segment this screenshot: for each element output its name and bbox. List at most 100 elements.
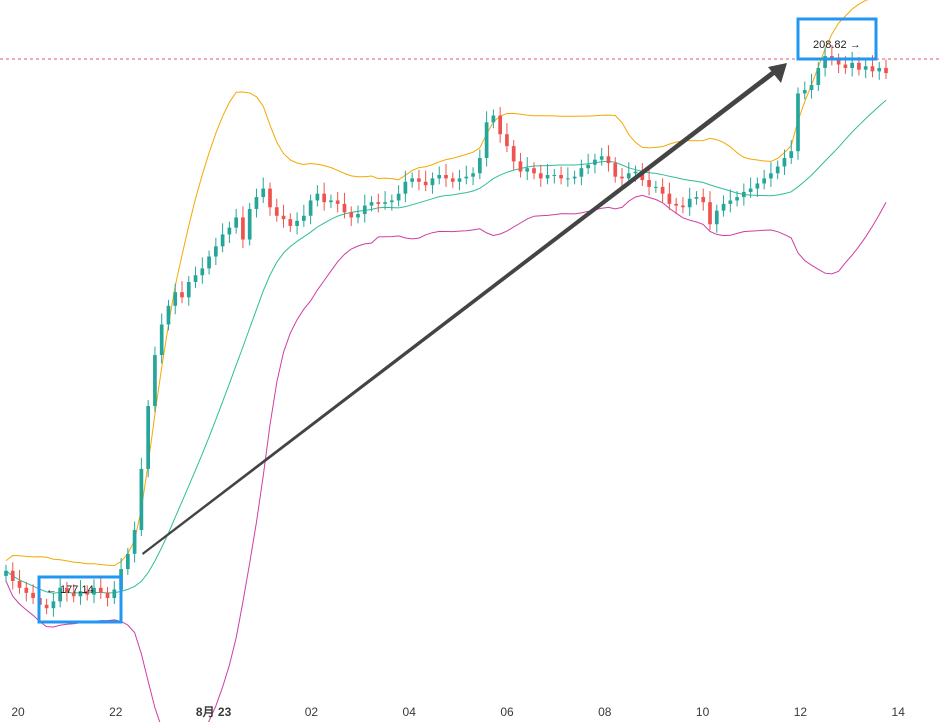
candle[interactable] xyxy=(105,586,110,607)
candle[interactable] xyxy=(186,276,191,306)
candle[interactable] xyxy=(735,191,739,207)
candle[interactable] xyxy=(714,204,719,233)
candle[interactable] xyxy=(505,123,509,153)
candle[interactable] xyxy=(728,189,733,213)
candle[interactable] xyxy=(193,266,198,288)
candle[interactable] xyxy=(369,196,374,212)
candle[interactable] xyxy=(166,299,171,331)
candle[interactable] xyxy=(58,576,63,608)
candle[interactable] xyxy=(579,159,584,186)
candle[interactable] xyxy=(877,62,882,80)
candle[interactable] xyxy=(220,223,225,253)
candle[interactable] xyxy=(599,147,604,166)
candle[interactable] xyxy=(620,168,624,187)
candle[interactable] xyxy=(17,569,22,594)
candle[interactable] xyxy=(241,206,245,249)
candle[interactable] xyxy=(288,213,293,232)
candle[interactable] xyxy=(85,585,90,601)
candle[interactable] xyxy=(687,187,692,216)
candle[interactable] xyxy=(775,160,780,180)
candle[interactable] xyxy=(674,197,679,215)
candle[interactable] xyxy=(98,576,103,599)
candle[interactable] xyxy=(755,177,760,198)
candle[interactable] xyxy=(247,203,252,246)
candle[interactable] xyxy=(10,562,15,590)
candle[interactable] xyxy=(653,180,658,193)
candle[interactable] xyxy=(362,194,367,223)
candle[interactable] xyxy=(681,197,685,214)
candle[interactable] xyxy=(227,221,232,243)
candle[interactable] xyxy=(315,185,320,207)
candle[interactable] xyxy=(708,191,712,231)
candle[interactable] xyxy=(329,194,333,209)
candle[interactable] xyxy=(295,212,299,235)
candle[interactable] xyxy=(769,162,773,187)
candle[interactable] xyxy=(525,157,530,181)
candle[interactable] xyxy=(132,521,137,563)
candle[interactable] xyxy=(701,188,706,211)
candle[interactable] xyxy=(593,153,597,174)
candle[interactable] xyxy=(748,177,753,198)
candle[interactable] xyxy=(376,193,381,213)
candle[interactable] xyxy=(789,140,794,164)
candle[interactable] xyxy=(802,81,807,100)
candle[interactable] xyxy=(518,152,523,178)
candle[interactable] xyxy=(660,178,665,203)
candle[interactable] xyxy=(667,182,672,210)
candle[interactable] xyxy=(322,182,327,211)
candle[interactable] xyxy=(125,547,130,576)
candle[interactable] xyxy=(796,87,800,160)
candle[interactable] xyxy=(423,170,428,192)
candle[interactable] xyxy=(213,237,218,266)
candle[interactable] xyxy=(31,584,35,604)
candle[interactable] xyxy=(498,107,503,143)
candle[interactable] xyxy=(301,204,306,227)
candle[interactable] xyxy=(274,198,279,222)
candlesticks[interactable] xyxy=(4,45,888,617)
candle[interactable] xyxy=(836,53,841,74)
candle[interactable] xyxy=(200,257,205,284)
candle[interactable] xyxy=(565,167,570,187)
candle[interactable] xyxy=(139,457,144,536)
candle[interactable] xyxy=(335,191,340,213)
candle[interactable] xyxy=(254,188,259,218)
candle[interactable] xyxy=(268,182,272,216)
candle[interactable] xyxy=(444,163,448,187)
candle[interactable] xyxy=(721,195,726,217)
candle[interactable] xyxy=(349,206,354,226)
candle[interactable] xyxy=(471,167,475,186)
candle[interactable] xyxy=(484,111,489,167)
candle[interactable] xyxy=(146,400,151,478)
candle[interactable] xyxy=(477,149,482,180)
candle[interactable] xyxy=(4,564,8,582)
candle[interactable] xyxy=(606,145,611,172)
candle[interactable] xyxy=(308,194,313,225)
candle[interactable] xyxy=(884,59,888,79)
candle[interactable] xyxy=(545,163,550,185)
candle[interactable] xyxy=(389,194,394,211)
candle[interactable] xyxy=(396,185,401,207)
candle[interactable] xyxy=(437,166,442,185)
candle[interactable] xyxy=(207,250,211,275)
candle[interactable] xyxy=(153,346,157,412)
candle[interactable] xyxy=(159,313,164,364)
candle[interactable] xyxy=(24,581,29,602)
candle[interactable] xyxy=(552,169,557,184)
candle[interactable] xyxy=(816,62,821,91)
candle[interactable] xyxy=(92,579,96,604)
candle[interactable] xyxy=(863,57,868,79)
candle[interactable] xyxy=(538,164,543,187)
candle[interactable] xyxy=(762,169,767,190)
candle[interactable] xyxy=(51,592,56,617)
candle[interactable] xyxy=(417,169,421,191)
candle[interactable] xyxy=(647,169,651,196)
candle[interactable] xyxy=(613,157,618,183)
candle[interactable] xyxy=(823,47,827,77)
candle[interactable] xyxy=(464,165,469,185)
candle[interactable] xyxy=(457,169,462,191)
candle[interactable] xyxy=(532,162,536,180)
candle[interactable] xyxy=(586,153,591,175)
candle[interactable] xyxy=(383,191,387,210)
candle[interactable] xyxy=(450,172,455,188)
candle[interactable] xyxy=(850,51,855,77)
